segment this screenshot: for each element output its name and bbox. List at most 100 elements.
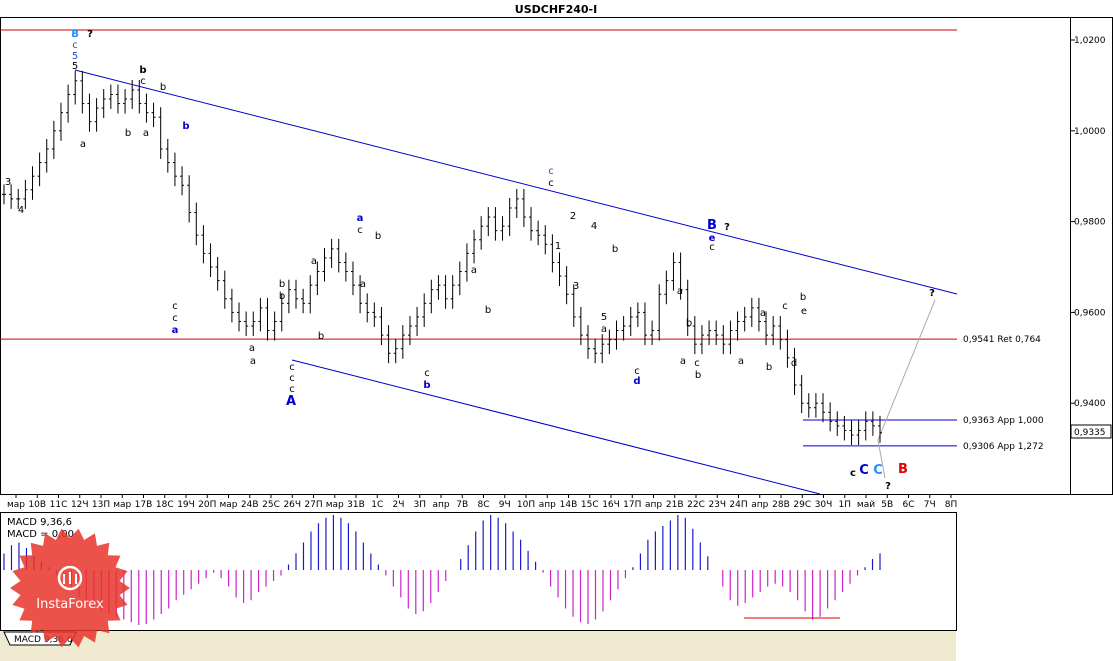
price-bar — [878, 415, 882, 443]
price-bar — [564, 266, 569, 305]
price-bar — [550, 234, 555, 273]
wave-label: a — [471, 265, 477, 276]
time-tick-label: апр — [432, 500, 449, 510]
time-tick-label: 5В — [881, 500, 893, 510]
wave-label: b — [139, 65, 146, 76]
wave-label: a — [760, 308, 766, 319]
time-tick-label: 17П — [623, 500, 641, 510]
price-bar — [315, 261, 320, 296]
wave-label: a — [677, 286, 683, 297]
price-bar — [821, 393, 826, 423]
price-bar — [778, 316, 783, 350]
price-bar — [806, 393, 811, 418]
price-bar — [336, 238, 341, 273]
wave-label: a — [250, 356, 256, 367]
time-tick-label: 27П — [304, 500, 322, 510]
wave-label: c — [289, 362, 295, 373]
wave-label: a — [738, 356, 744, 367]
price-bar — [578, 306, 583, 346]
price-bar — [756, 297, 761, 332]
macd-value: MACD = 0,00 — [7, 529, 74, 540]
price-bar — [536, 220, 541, 246]
time-tick-label: мар — [326, 500, 344, 510]
price-bar — [222, 270, 227, 309]
price-bar — [87, 93, 92, 132]
time-tick-label: 20П — [198, 500, 216, 510]
time-tick-label: 18С — [156, 500, 174, 510]
wave-label: b — [318, 331, 324, 342]
wave-label: 2 — [570, 211, 576, 222]
price-bar — [208, 243, 213, 277]
level-label: 0,9541 Ret 0,764 — [963, 335, 1041, 345]
macd-plot-frame — [0, 512, 957, 631]
wave-label: a — [143, 128, 149, 139]
wave-label: 1 — [555, 241, 561, 252]
price-bar — [165, 138, 170, 173]
price-bar — [329, 238, 334, 268]
time-tick-label: 8П — [945, 500, 958, 510]
wave-label: c — [289, 384, 295, 395]
wave-label: ? — [87, 29, 93, 40]
price-bar — [714, 320, 719, 346]
price-bar — [2, 184, 6, 205]
price-bar — [101, 89, 106, 119]
price-bar — [144, 93, 149, 123]
price-bar — [457, 261, 462, 296]
price-bar — [493, 207, 498, 241]
price-bar — [379, 306, 384, 346]
price-tick-label: 1,0000 — [1074, 127, 1106, 137]
price-bar — [443, 275, 448, 309]
wave-label: c — [548, 178, 554, 189]
wave-label: e — [801, 306, 807, 317]
time-tick-label: 17В — [135, 500, 153, 510]
price-bar — [721, 325, 726, 355]
price-bar — [80, 70, 85, 114]
price-bar — [799, 375, 804, 414]
time-tick-label: 6С — [902, 500, 914, 510]
wave-label: b — [279, 291, 285, 302]
wave-label: c — [548, 166, 554, 177]
wave-label: c — [172, 313, 178, 324]
price-bar — [707, 320, 712, 346]
level-label: 0,9363 App 1,000 — [963, 416, 1044, 426]
wave-label: c — [694, 358, 700, 369]
time-tick-label: 11С — [50, 500, 68, 510]
price-bar — [764, 311, 769, 346]
time-tick-label: 28В — [772, 500, 790, 510]
price-bar — [692, 316, 697, 355]
time-tick-label: 24П — [729, 500, 747, 510]
wave-label: c — [782, 301, 788, 312]
price-bar — [237, 302, 242, 332]
price-bar — [635, 302, 640, 327]
time-tick-label: апр — [751, 500, 768, 510]
time-tick-label: 7Ч — [924, 500, 936, 510]
price-bar — [201, 225, 206, 264]
price-bar — [407, 316, 412, 346]
time-tick-label: 8С — [477, 500, 489, 510]
price-bar — [742, 306, 747, 332]
projection-line-down — [877, 439, 886, 479]
price-bar — [365, 293, 370, 323]
price-bar — [386, 325, 391, 364]
price-bar — [343, 252, 348, 282]
wave-label: b — [800, 292, 806, 303]
price-bar — [479, 216, 484, 250]
price-bar — [294, 279, 298, 309]
time-tick-label: 25С — [262, 500, 280, 510]
wave-label: b — [695, 370, 701, 381]
trend-channel — [74, 69, 958, 495]
price-bar — [251, 311, 256, 337]
time-tick-label: 29С — [793, 500, 811, 510]
price-bar — [600, 334, 605, 364]
wave-label: c — [72, 40, 78, 51]
price-bar — [856, 420, 861, 445]
wave-label: c — [140, 76, 146, 87]
time-tick-label: 9Ч — [499, 500, 511, 510]
price-bar — [286, 279, 291, 314]
current-price-tag: 0,9335 — [1070, 424, 1112, 439]
wave-label: B — [71, 29, 79, 40]
wave-label: d — [791, 358, 797, 369]
price-bar — [172, 152, 177, 187]
price-bar — [415, 306, 420, 337]
